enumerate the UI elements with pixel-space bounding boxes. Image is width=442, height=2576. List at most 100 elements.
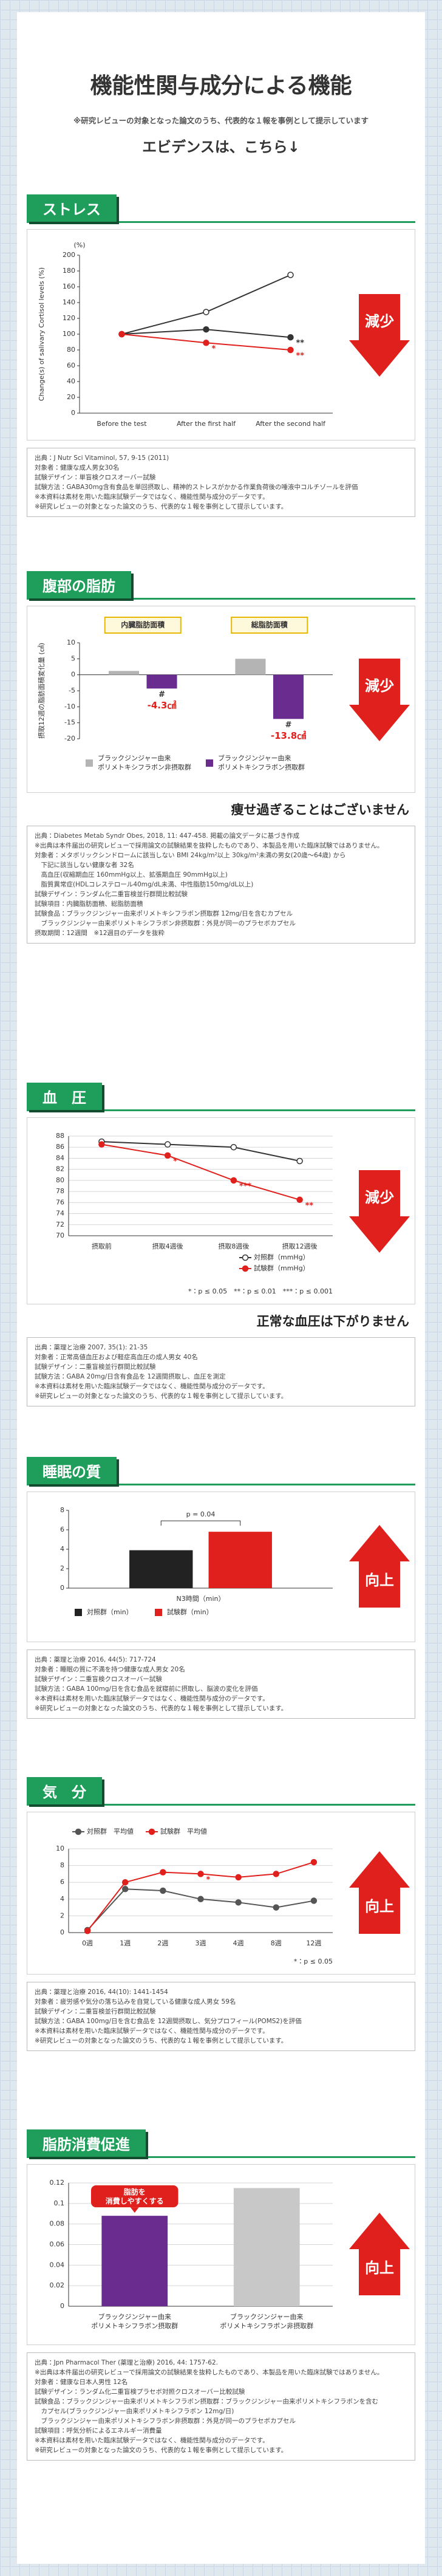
y-tick-label: 0.08 xyxy=(50,2220,65,2228)
chart: 0 2 4 6 8 N3時間（min） p = 0.04 対照群（min） 試験群（min） xyxy=(60,1506,333,1616)
y-tick-label: 0 xyxy=(60,1584,64,1592)
y-tick-label: 0.12 xyxy=(50,2179,65,2187)
y-tick-label: 10 xyxy=(67,639,75,646)
point xyxy=(310,1897,318,1904)
bar xyxy=(108,671,139,675)
badge-arrow xyxy=(349,1851,410,1888)
y-tick-label: 0 xyxy=(71,409,75,417)
annotation: * xyxy=(173,1157,177,1166)
note-line: ※本資料は素材を用いた臨床試験データではなく、機能性関与成分のデータです。 xyxy=(35,493,269,501)
point xyxy=(160,1887,166,1894)
note-line: ※出典は本件届出の研究レビューで採用論文の試験結果を抜粋したものであり、本製品を… xyxy=(35,842,384,849)
note-line: 下記に該当しない健康な者 32名 xyxy=(35,862,134,869)
note-line: 出典：薬理と治療 2007, 35(1): 21-35 xyxy=(35,1344,148,1351)
legend-marker xyxy=(242,1265,249,1272)
legend-label: ブラックジンジャー由来ポリメトキシフラボン非摂取群 xyxy=(98,754,191,772)
y-tick-label: 80 xyxy=(56,1176,64,1184)
x-tick-label: N3時間（min） xyxy=(177,1595,225,1603)
section-title: 気 分 xyxy=(27,1777,102,1804)
x-tick-label: 摂取8週後 xyxy=(218,1242,249,1250)
notes: 出典：薬理と治療 2016, 44(5): 717-724 対象者：睡眠の質に不満… xyxy=(27,1649,415,1719)
badge-arrow xyxy=(349,705,410,741)
annotation: ** xyxy=(296,352,305,361)
note-line: 試験デザイン：単盲検クロスオーバー試験 xyxy=(35,474,156,481)
chart: 摂取12週の脂肪面積変化量 (㎠) -20 -15 -10 -5 0 5 10 内臓脂肪面積 総脂… xyxy=(37,617,333,772)
section-title: 腹部の脂肪 xyxy=(27,571,131,598)
notes: 出典：Diabetes Metab Syndr Obes, 2018, 11: … xyxy=(27,826,415,944)
note-line: 対象者：正常高値血圧および軽症高血圧の成人男女 40名 xyxy=(35,1354,198,1361)
callout-box xyxy=(90,2185,178,2208)
section-title: 血 圧 xyxy=(27,1083,102,1110)
note-line: ※本資料は素材を用いた臨床試験データではなく、機能性関与成分のデータです。 xyxy=(35,1695,269,1702)
note-line: ブラックジンジャー由来ポリメトキシフラボン非摂取群：外見が同一のプラセボカプセル xyxy=(35,920,296,927)
panel: 機能性関与成分による機能 ※研究レビューの対象となった論文のうち、代表的な１報を… xyxy=(17,12,425,2564)
bar xyxy=(208,1532,272,1588)
x-tick-label: ブラックジンジャー由来ポリメトキシフラボン非摂取群 xyxy=(220,2312,313,2330)
annotation: # xyxy=(285,721,292,730)
legend-label-line: ポリメトキシフラボン非摂取群 xyxy=(98,763,191,772)
y-tick-label: 60 xyxy=(67,361,75,369)
annotation: p = 0.04 xyxy=(186,1510,216,1518)
point xyxy=(273,1871,280,1877)
legend-swatch xyxy=(155,1609,162,1616)
note-line: 試験食品：ブラックジンジャー由来ポリメトキシフラボン摂取群：ブラックジンジャー由… xyxy=(35,2398,378,2405)
note-line: ※研究レビューの対象となった論文のうち、代表的な１報を事例として提示しています。 xyxy=(35,2037,288,2044)
point xyxy=(287,334,294,341)
y-tick-label: 40 xyxy=(67,377,75,385)
y-tick-label: 72 xyxy=(56,1221,64,1228)
notes: 出典：Jpn Pharmacol Ther (薬理と治療) 2016, 44: … xyxy=(27,2352,415,2461)
y-tick-label: 0 xyxy=(71,671,75,679)
y-tick-label: 100 xyxy=(63,330,75,338)
legend-label: 試験群（mmHg） xyxy=(254,1264,310,1272)
point xyxy=(287,346,294,354)
category-box xyxy=(104,617,182,634)
x-tick-label: ブラックジンジャー由来ポリメトキシフラボン摂取群 xyxy=(91,2312,178,2330)
x-tick-label: 1週 xyxy=(120,1939,131,1947)
chart-row: 0 2 4 6 8 N3時間（min） p = 0.04 対照群（min） 試験群（min） 向上 xyxy=(27,1492,415,1642)
x-tick-label-line: ポリメトキシフラボン非摂取群 xyxy=(220,2321,313,2330)
y-tick-label: 88 xyxy=(56,1132,64,1140)
chart: Change(s) of salivary Cortisol levels (%… xyxy=(38,241,333,428)
legend-swatch xyxy=(206,759,213,767)
point xyxy=(235,1899,242,1906)
note-line: 出典：J Nutr Sci Vitaminol, 57, 9-15 (2011) xyxy=(35,454,169,462)
bracket xyxy=(160,1520,241,1526)
point xyxy=(203,326,209,333)
note-line: 試験方法：GABA 100mg/日を含む食品を就寝前に摂取し、脳波の変化を評価 xyxy=(35,1685,258,1693)
category-label: 総脂肪面積 xyxy=(251,620,288,629)
section-title: 睡眠の質 xyxy=(27,1457,117,1484)
note-line: 試験デザイン：ランダム化二重盲検並行群間比較試験 xyxy=(35,891,188,898)
y-tick-label: 200 xyxy=(63,251,75,259)
chart-row: 0 2 4 6 8 10 0週 1週 2週 3週 4週 8週 12週 * 対照群 平均値 試験群 平均値 *：p… xyxy=(27,1812,415,1975)
annotation: *** xyxy=(239,1182,252,1191)
note-line: ※研究レビューの対象となった論文のうち、代表的な１報を事例として提示しています。 xyxy=(35,1705,288,1712)
legend-label-line: ポリメトキシフラボン摂取群 xyxy=(218,763,305,772)
point xyxy=(296,1196,303,1204)
section-header: ストレス xyxy=(27,194,415,223)
badge-text: 減少 xyxy=(365,1189,394,1206)
chart-row: 0 0.02 0.04 0.06 0.08 0.1 0.12 ブラックジンジャー由来ポリメトキ… xyxy=(27,2164,415,2345)
note-line: 試験デザイン：二重盲検並行群間比較試験 xyxy=(35,1363,156,1371)
y-tick-label: 160 xyxy=(63,283,75,290)
badge: 減少 xyxy=(349,1170,410,1253)
point xyxy=(310,1858,318,1866)
legend-marker xyxy=(242,1254,249,1261)
x-tick-label: After the second half xyxy=(256,420,326,428)
y-tick-label: 20 xyxy=(67,393,75,401)
y-axis-unit: (%) xyxy=(73,241,85,249)
point xyxy=(84,1927,91,1934)
point xyxy=(118,331,125,338)
note-line: カプセル(ブラックジンジャー由来ポリメトキシフラボン 12mg/日) xyxy=(35,2408,234,2415)
y-tick-label: 10 xyxy=(56,1845,64,1852)
y-tick-label: 74 xyxy=(56,1210,64,1218)
section-header: 気 分 xyxy=(27,1777,415,1806)
y-tick-label: 8 xyxy=(60,1506,64,1514)
note-line: ※本資料は素材を用いた臨床試験データではなく、機能性関与成分のデータです。 xyxy=(35,2027,269,2035)
bar xyxy=(273,674,304,719)
legend-swatch xyxy=(86,759,93,767)
annotation: * xyxy=(206,1875,211,1885)
note-line: 対象者：メタボリックシンドロームに該当しない BMI 24kg/m²以上 30k… xyxy=(35,852,346,859)
note-line: 試験方法：GABA 20mg/日含有食品を 12週間摂取し、血圧を測定 xyxy=(35,1373,226,1380)
notes: 出典：薬理と治療 2016, 44(10): 1441-1454 対象者：疲労感や… xyxy=(27,1982,415,2051)
value-label: -13.8㎠ xyxy=(271,730,306,741)
